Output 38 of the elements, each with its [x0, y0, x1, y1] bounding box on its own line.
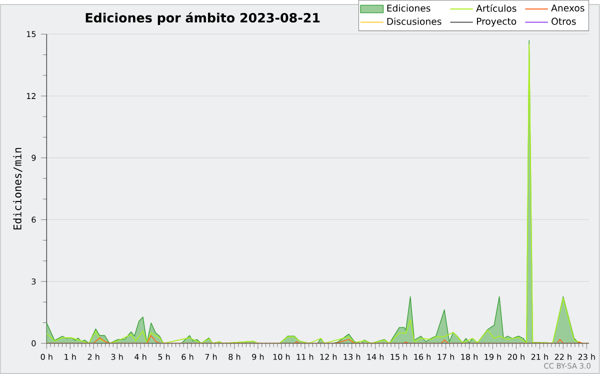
x-tick-label: 2 h — [88, 354, 100, 360]
x-tick-label: 20 h — [508, 354, 524, 360]
x-tick-label: 22 h — [554, 354, 572, 360]
x-tick-label: 18 h — [461, 354, 478, 360]
x-tick-label: 5 h — [158, 354, 170, 360]
x-tick-label: 7 h — [205, 354, 217, 360]
y-tick-label: 6 — [32, 216, 36, 223]
y-tick-label: 9 — [32, 154, 36, 161]
legend-label: Discusiones — [387, 18, 442, 25]
x-tick-label: 4 h — [134, 354, 146, 360]
x-tick-label: 14 h — [367, 354, 384, 360]
x-tick-label: 17 h — [438, 354, 454, 360]
y-tick-label: 12 — [26, 93, 36, 99]
chart-title: Ediciones por ámbito 2023-08-21 — [86, 12, 320, 25]
x-tick-label: 12 h — [320, 354, 337, 360]
x-tick-label: 21 h — [531, 354, 548, 360]
x-tick-label: 15 h — [390, 354, 408, 360]
x-tick-label: 10 h — [273, 354, 290, 360]
legend-label: Proyecto — [476, 18, 516, 27]
x-tick-label: 16 h — [414, 354, 431, 360]
x-tick-label: 3 h — [111, 354, 123, 360]
x-tick-label: 13 h — [344, 354, 360, 360]
x-tick-label: 8 h — [228, 354, 240, 360]
y-tick-label: 15 — [26, 31, 36, 38]
legend-label: Ediciones — [387, 4, 430, 12]
x-tick-label: 0 h — [40, 354, 52, 360]
legend-label: Anexos — [551, 4, 584, 12]
x-tick-label: 23 h — [578, 354, 595, 360]
x-tick-label: 11 h — [296, 354, 314, 360]
y-axis-title: Ediciones/min — [13, 148, 22, 230]
x-tick-label: 6 h — [182, 354, 194, 360]
x-tick-label: 19 h — [484, 354, 501, 360]
x-tick-label: 9 h — [252, 354, 264, 360]
y-tick-label: 0 — [32, 340, 36, 346]
legend-label: Artículos — [476, 4, 516, 12]
x-tick-label: 1 h — [64, 354, 76, 360]
legend-label: Otros — [552, 18, 576, 25]
y-tick-label: 3 — [32, 278, 36, 285]
